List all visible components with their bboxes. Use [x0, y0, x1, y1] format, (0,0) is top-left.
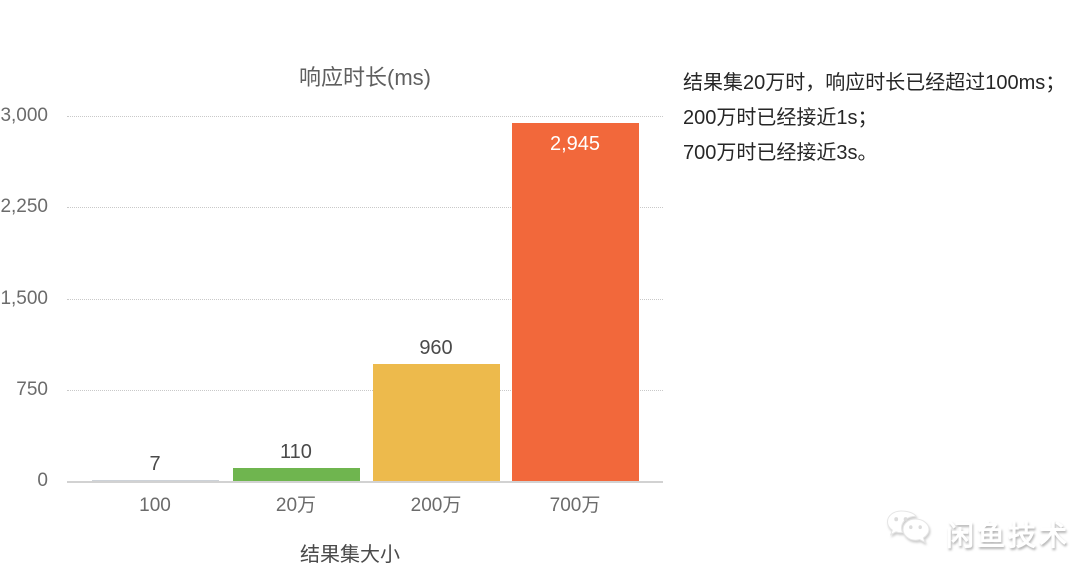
x-axis-title: 结果集大小: [300, 544, 400, 566]
watermark-text: 闲鱼技术: [946, 519, 1071, 551]
x-tick-label-100: 100: [139, 495, 171, 516]
gridline-2250: [67, 207, 663, 209]
y-tick-label: 2,250: [0, 196, 48, 218]
bar-100: [91, 480, 219, 481]
y-tick-label: 0: [37, 470, 48, 491]
gridline-3000: [67, 116, 663, 117]
x-tick-label-700万: 700万: [549, 495, 601, 516]
bar-200万: [372, 364, 500, 481]
wechat-icon: [884, 506, 936, 561]
bar-20万: [232, 468, 360, 481]
x-tick-label-20万: 20万: [275, 495, 317, 516]
gridline-750: [67, 389, 663, 391]
bar-chart-plot-area: 0 750 1,500 2,250 3,000 7 100 110 20万 960 200万 2,94…: [0, 105, 663, 516]
annotation-line-2: 200万时已经接近1s；: [683, 107, 878, 129]
x-axis-baseline: [67, 481, 663, 483]
value-label-700万: 2,945: [549, 133, 601, 155]
gridline-1500: [67, 298, 663, 300]
y-tick-label: 1,500: [0, 287, 48, 309]
value-label-200万: 960: [419, 337, 453, 359]
annotation-line-3: 700万时已经接近3s。: [683, 142, 878, 164]
y-tick-label: 3,000: [0, 105, 48, 126]
chart-annotation-text: 结果集20万时，响应时长已经超过100ms； 200万时已经接近1s； 700万…: [683, 66, 1073, 171]
annotation-line-1: 结果集20万时，响应时长已经超过100ms；: [683, 72, 1066, 94]
bar-700万: [511, 123, 639, 481]
y-tick-label: 750: [16, 378, 48, 400]
chart-title: 响应时长(ms): [299, 65, 431, 90]
x-tick-label-200万: 200万: [410, 495, 462, 516]
watermark: 闲鱼技术: [884, 506, 1070, 561]
value-label-20万: 110: [280, 441, 312, 463]
value-label-100: 7: [149, 453, 161, 475]
